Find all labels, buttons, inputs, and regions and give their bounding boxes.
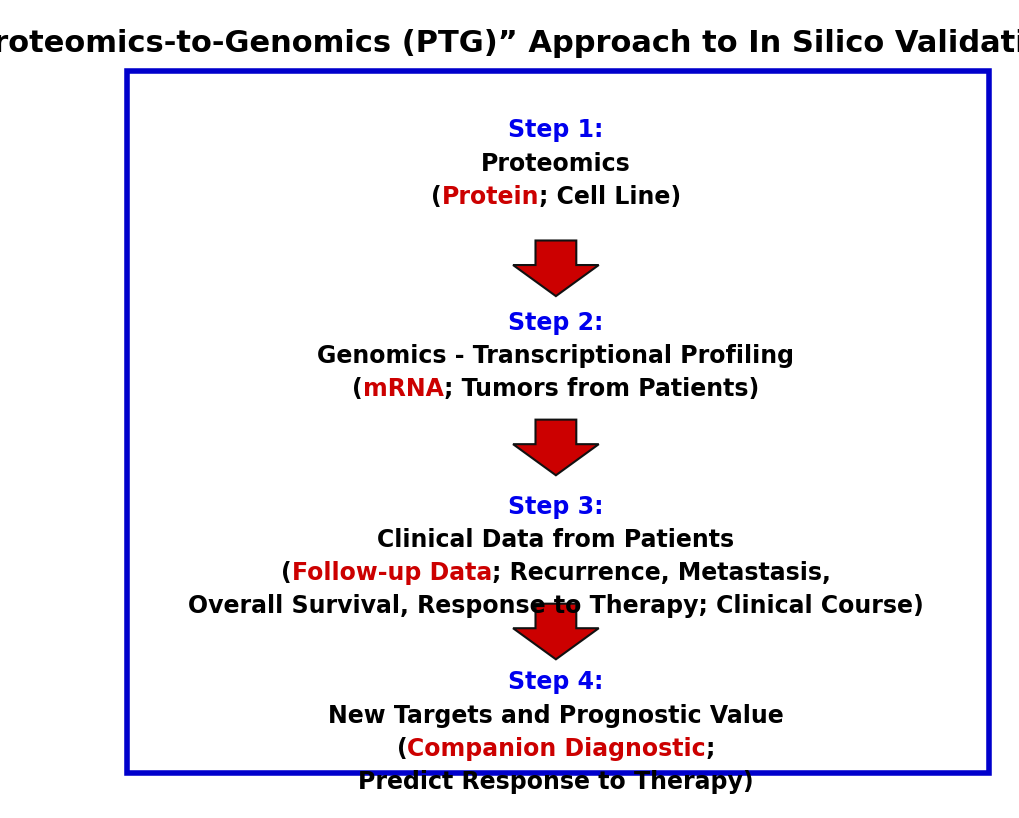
Text: “Proteomics-to-Genomics (PTG)” Approach to In Silico Validation: “Proteomics-to-Genomics (PTG)” Approach … xyxy=(0,29,1019,57)
Text: Step 4:: Step 4: xyxy=(507,671,603,694)
Text: Step 1:: Step 1: xyxy=(507,119,603,142)
Text: Companion Diagnostic: Companion Diagnostic xyxy=(407,737,705,761)
Text: Overall Survival, Response to Therapy; Clinical Course): Overall Survival, Response to Therapy; C… xyxy=(187,594,923,618)
Text: Step 2:: Step 2: xyxy=(507,311,603,335)
Text: ; Tumors from Patients): ; Tumors from Patients) xyxy=(443,377,758,401)
Text: ;: ; xyxy=(705,737,714,761)
Text: ; Cell Line): ; Cell Line) xyxy=(538,185,681,209)
Text: Clinical Data from Patients: Clinical Data from Patients xyxy=(377,528,734,551)
Text: mRNA: mRNA xyxy=(363,377,443,401)
Text: (: ( xyxy=(280,561,291,585)
Text: Step 3:: Step 3: xyxy=(507,495,603,519)
Text: (: ( xyxy=(430,185,441,209)
Text: Protein: Protein xyxy=(441,185,538,209)
Text: (: ( xyxy=(396,737,407,761)
Text: Follow-up Data: Follow-up Data xyxy=(291,561,491,585)
Text: ; Recurrence, Metastasis,: ; Recurrence, Metastasis, xyxy=(491,561,830,585)
Text: New Targets and Prognostic Value: New Targets and Prognostic Value xyxy=(328,703,783,727)
Text: Predict Response to Therapy): Predict Response to Therapy) xyxy=(358,770,753,793)
Text: Genomics - Transcriptional Profiling: Genomics - Transcriptional Profiling xyxy=(317,344,794,368)
Text: Proteomics: Proteomics xyxy=(481,151,630,176)
Text: (: ( xyxy=(353,377,363,401)
